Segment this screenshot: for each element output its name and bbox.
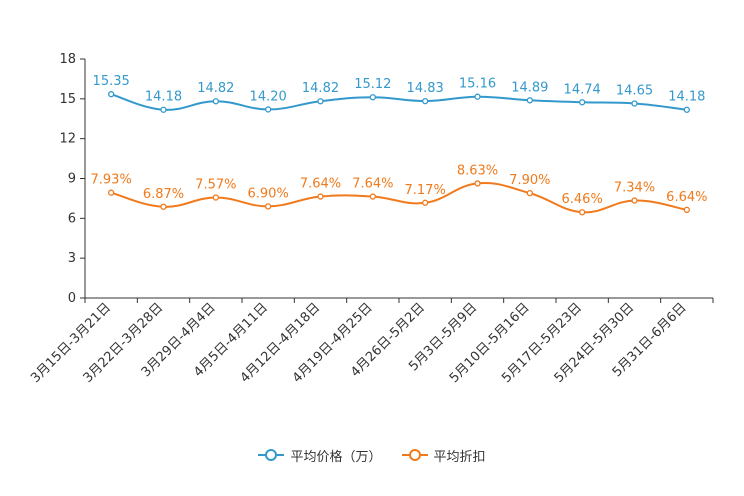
data-label: 6.46%	[562, 192, 603, 207]
legend-price-label: 平均价格（万）	[290, 449, 382, 465]
data-label: 14.18	[145, 90, 182, 105]
data-label: 7.34%	[614, 181, 655, 196]
data-point[interactable]	[369, 193, 376, 200]
series-line-discount	[110, 182, 688, 214]
data-point[interactable]	[265, 106, 272, 113]
data-label: 7.17%	[405, 183, 446, 198]
data-point[interactable]	[422, 199, 429, 206]
data-point[interactable]	[160, 106, 167, 113]
data-point[interactable]	[474, 93, 481, 100]
data-label: 8.63%	[457, 163, 498, 178]
data-label: 7.64%	[352, 177, 393, 192]
y-tick-label: 6	[68, 211, 76, 226]
y-tick-label: 0	[68, 291, 76, 306]
data-point[interactable]	[369, 94, 376, 101]
data-label: 14.82	[197, 81, 234, 96]
data-point[interactable]	[579, 209, 586, 216]
data-point[interactable]	[683, 106, 690, 113]
data-point[interactable]	[631, 100, 638, 107]
data-label: 6.64%	[666, 190, 707, 205]
data-point[interactable]	[108, 189, 115, 196]
y-tick-label: 3	[68, 251, 76, 266]
legend-discount-label: 平均折扣	[433, 449, 486, 465]
y-tick-label: 9	[68, 172, 76, 187]
data-label: 14.20	[250, 89, 287, 104]
data-label: 15.35	[93, 74, 130, 89]
data-point[interactable]	[683, 206, 690, 213]
data-label: 14.74	[564, 82, 601, 97]
data-label: 7.64%	[300, 177, 341, 192]
data-point[interactable]	[422, 97, 429, 105]
data-point[interactable]	[108, 91, 115, 98]
data-label: 7.93%	[91, 173, 132, 188]
data-point[interactable]	[579, 99, 586, 106]
legend: 平均价格（万） 平均折扣	[0, 445, 744, 465]
y-tick-label: 12	[59, 132, 76, 147]
data-point[interactable]	[526, 189, 533, 197]
data-label: 14.82	[302, 81, 339, 96]
data-point[interactable]	[317, 193, 324, 200]
data-label: 6.90%	[248, 186, 289, 201]
data-point[interactable]	[212, 194, 219, 201]
legend-price-marker-icon	[258, 449, 285, 461]
data-point[interactable]	[526, 97, 533, 104]
legend-item-price[interactable]: 平均价格（万）	[258, 446, 382, 465]
y-tick-label: 15	[59, 92, 76, 107]
data-point[interactable]	[631, 197, 638, 204]
data-label: 6.87%	[143, 187, 184, 202]
data-label: 15.16	[459, 77, 496, 92]
data-point[interactable]	[265, 203, 272, 210]
legend-discount-marker-icon	[401, 449, 428, 461]
legend-item-discount[interactable]: 平均折扣	[401, 446, 486, 465]
data-label: 14.89	[511, 80, 548, 95]
data-label: 14.65	[616, 83, 653, 98]
y-tick-label: 18	[59, 52, 76, 67]
data-point[interactable]	[160, 203, 167, 210]
data-label: 7.90%	[509, 173, 550, 188]
data-point[interactable]	[317, 98, 324, 105]
data-point[interactable]	[212, 98, 219, 105]
data-label: 14.18	[668, 90, 705, 105]
data-label: 15.12	[354, 77, 391, 92]
data-point[interactable]	[474, 180, 481, 187]
data-label: 14.83	[407, 81, 444, 96]
data-label: 7.57%	[195, 177, 236, 192]
series-line-price	[110, 93, 687, 111]
